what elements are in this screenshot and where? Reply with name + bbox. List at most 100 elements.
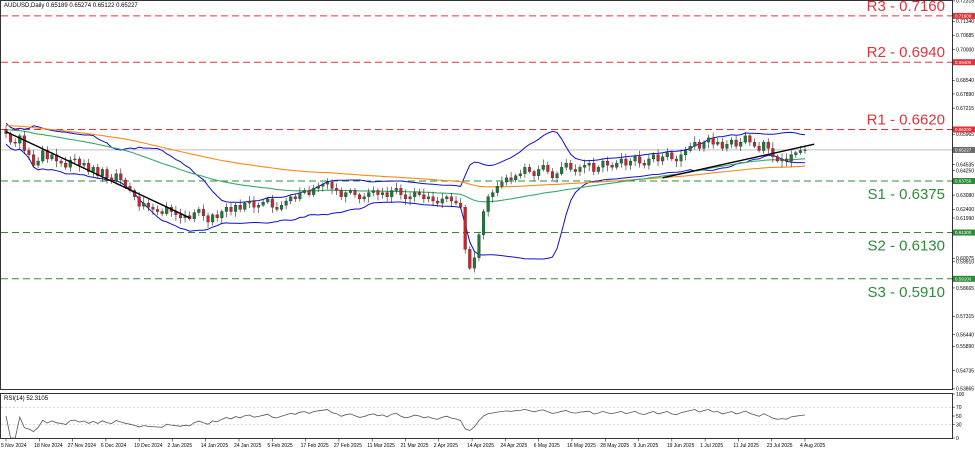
candle-body bbox=[252, 200, 256, 208]
y-tick-label: 0.68540 bbox=[956, 78, 974, 84]
candle-body bbox=[371, 190, 375, 193]
candle-body bbox=[707, 137, 711, 143]
candle-body bbox=[702, 141, 706, 149]
candle-body bbox=[514, 175, 518, 181]
candle-body bbox=[243, 202, 247, 210]
candle-body bbox=[527, 167, 532, 172]
candle-body bbox=[151, 207, 155, 210]
candle-body bbox=[555, 173, 559, 179]
candle-body bbox=[757, 146, 761, 151]
current-price-tag-label: 0.65227 bbox=[955, 148, 972, 153]
candle-body bbox=[610, 165, 614, 168]
candle-body bbox=[734, 139, 738, 147]
x-tick-label: 14 Apr 2025 bbox=[467, 443, 494, 449]
candle-body bbox=[697, 141, 701, 149]
candle-body bbox=[257, 205, 261, 208]
candle-body bbox=[596, 167, 600, 172]
x-tick-label: 11 Mar 2025 bbox=[367, 443, 395, 449]
y-tick-label: 0.63080 bbox=[956, 193, 974, 199]
candle-body bbox=[656, 154, 660, 162]
y-tick-label: 0.72315 bbox=[956, 0, 974, 5]
candle-body bbox=[105, 169, 109, 179]
candle-body bbox=[523, 167, 527, 174]
y-tick-label: 0.65965 bbox=[956, 132, 974, 138]
candle-body bbox=[472, 257, 476, 269]
candle-body bbox=[606, 160, 610, 166]
candle-body bbox=[321, 184, 325, 187]
x-tick-label: 11 Jul 2025 bbox=[733, 443, 759, 449]
uptrend-line bbox=[662, 143, 815, 179]
price-tag-bg bbox=[953, 59, 975, 66]
candle-body bbox=[22, 135, 26, 151]
candle-body bbox=[87, 162, 91, 172]
candle-body bbox=[266, 198, 270, 203]
candle-body bbox=[289, 196, 293, 202]
candle-body bbox=[426, 196, 430, 200]
candle-body bbox=[247, 200, 251, 204]
candle-body bbox=[41, 150, 45, 162]
candle-body bbox=[601, 160, 605, 168]
candle-body bbox=[436, 200, 440, 204]
candle-body bbox=[344, 192, 348, 197]
candle-body bbox=[229, 207, 233, 212]
candle-body bbox=[532, 171, 536, 176]
symbol-info-label: AUDUSD,Daily 0.65189 0.65274 0.65122 0.6… bbox=[4, 3, 138, 9]
rsi-tick-label: 100 bbox=[956, 392, 965, 398]
price-tag-bg bbox=[953, 275, 975, 282]
candle-body bbox=[688, 146, 692, 151]
y-tick-label: 0.70000 bbox=[956, 47, 974, 53]
y-tick-label: 0.67215 bbox=[956, 106, 974, 112]
candle-body bbox=[775, 156, 779, 162]
x-tick-label: 16 May 2025 bbox=[567, 443, 596, 449]
trendlines bbox=[5, 130, 815, 219]
candle-body bbox=[224, 207, 228, 212]
candle-body bbox=[298, 192, 302, 200]
candle-body bbox=[803, 149, 807, 151]
x-tick-label: 9 Jun 2025 bbox=[634, 443, 659, 449]
candle-body bbox=[206, 215, 210, 223]
y-tick-label: 0.58665 bbox=[956, 286, 974, 292]
y-tick-label: 0.60075 bbox=[956, 256, 974, 262]
candle-body bbox=[679, 154, 683, 162]
time-axis: 5 Nov 2024 18 Nov 2024 27 Nov 2024 6 Dec 20… bbox=[1, 438, 826, 449]
candle-body bbox=[238, 205, 242, 210]
candle-body bbox=[91, 167, 95, 172]
level-label-s3: S3 - 0.5910 bbox=[867, 284, 945, 301]
candle-body bbox=[491, 192, 495, 197]
moving-average-orange-line bbox=[5, 124, 806, 188]
rsi-tick-label: 0 bbox=[956, 436, 959, 442]
candle-body bbox=[518, 173, 522, 176]
candle-body bbox=[399, 188, 403, 195]
candle-body bbox=[348, 190, 352, 193]
candle-body bbox=[560, 167, 564, 174]
price-tag-bg bbox=[953, 178, 975, 185]
candle-body bbox=[541, 165, 545, 170]
candle-body bbox=[32, 154, 36, 166]
candle-body bbox=[546, 165, 550, 172]
candle-body bbox=[367, 192, 371, 197]
candle-body bbox=[417, 192, 421, 195]
candle-body bbox=[739, 141, 743, 147]
candle-body bbox=[592, 162, 596, 172]
price-tags: 0.71600 0.69400 0.66200 0.63750 0.61300 0.591… bbox=[953, 12, 975, 282]
candle-body bbox=[449, 196, 453, 202]
support-resistance-levels: R3 - 0.7160 R2 - 0.6940 R1 - 0.6620 S1 - 0.… bbox=[1, 0, 952, 301]
candle-body bbox=[684, 150, 688, 155]
candle-body bbox=[73, 158, 77, 161]
candle-body bbox=[674, 158, 678, 162]
candle-body bbox=[160, 211, 164, 214]
candle-body bbox=[463, 207, 467, 250]
candle-body bbox=[537, 169, 541, 176]
candle-body bbox=[394, 188, 398, 191]
y-tick-label: 0.67890 bbox=[956, 92, 974, 98]
candle-body bbox=[156, 209, 160, 212]
candle-body bbox=[642, 162, 646, 166]
y-tick-label: 0.54735 bbox=[956, 368, 974, 374]
candle-body bbox=[615, 162, 619, 168]
price-tag-bg bbox=[953, 12, 975, 19]
candle-body bbox=[146, 202, 150, 208]
candle-body bbox=[486, 196, 490, 212]
y-tick-label: 0.64535 bbox=[956, 162, 974, 168]
y-tick-label: 0.61990 bbox=[956, 216, 974, 222]
